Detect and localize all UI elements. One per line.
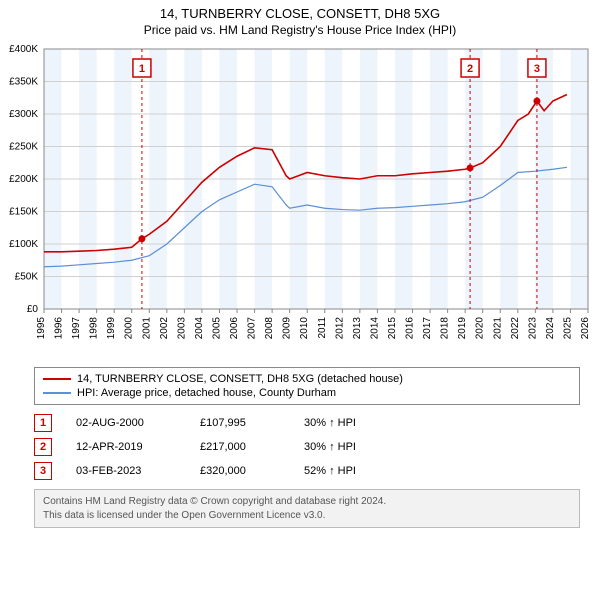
legend-item: HPI: Average price, detached house, Coun… — [43, 386, 571, 400]
svg-text:£300K: £300K — [9, 109, 38, 120]
svg-text:3: 3 — [534, 63, 540, 75]
svg-text:2010: 2010 — [299, 317, 310, 340]
page-subtitle: Price paid vs. HM Land Registry's House … — [0, 21, 600, 41]
legend: 14, TURNBERRY CLOSE, CONSETT, DH8 5XG (d… — [34, 367, 580, 405]
svg-text:2000: 2000 — [124, 317, 135, 340]
tx-note: 52% ↑ HPI — [304, 465, 356, 477]
table-row: 3 03-FEB-2023 £320,000 52% ↑ HPI — [34, 459, 580, 483]
svg-text:1998: 1998 — [89, 317, 100, 340]
svg-text:£50K: £50K — [15, 272, 39, 283]
svg-text:2013: 2013 — [352, 317, 363, 340]
tx-date: 02-AUG-2000 — [76, 417, 176, 429]
svg-text:2018: 2018 — [440, 317, 451, 340]
svg-text:2004: 2004 — [194, 317, 205, 340]
svg-text:2019: 2019 — [457, 317, 468, 340]
tx-index-box: 2 — [34, 438, 52, 456]
tx-index-box: 3 — [34, 462, 52, 480]
tx-price: £107,995 — [200, 417, 280, 429]
svg-text:£400K: £400K — [9, 44, 38, 55]
svg-text:2001: 2001 — [141, 317, 152, 340]
footer-attribution: Contains HM Land Registry data © Crown c… — [34, 489, 580, 528]
svg-text:2022: 2022 — [510, 317, 521, 340]
svg-text:2020: 2020 — [475, 317, 486, 340]
legend-label: 14, TURNBERRY CLOSE, CONSETT, DH8 5XG (d… — [77, 373, 403, 385]
svg-text:1997: 1997 — [71, 317, 82, 340]
svg-text:£0: £0 — [27, 304, 39, 315]
svg-text:£350K: £350K — [9, 77, 38, 88]
svg-text:2016: 2016 — [405, 317, 416, 340]
svg-text:2025: 2025 — [562, 317, 573, 340]
svg-text:£150K: £150K — [9, 207, 38, 218]
svg-text:2011: 2011 — [317, 317, 328, 339]
tx-index-box: 1 — [34, 414, 52, 432]
svg-text:2003: 2003 — [176, 317, 187, 340]
svg-text:1: 1 — [139, 63, 145, 75]
svg-text:2008: 2008 — [264, 317, 275, 340]
svg-text:2015: 2015 — [387, 317, 398, 340]
tx-note: 30% ↑ HPI — [304, 441, 356, 453]
svg-text:1995: 1995 — [36, 317, 47, 340]
svg-text:2024: 2024 — [545, 317, 556, 340]
footer-line: This data is licensed under the Open Gov… — [43, 509, 571, 523]
svg-text:1996: 1996 — [54, 317, 65, 340]
legend-swatch — [43, 392, 71, 394]
tx-date: 12-APR-2019 — [76, 441, 176, 453]
svg-text:1999: 1999 — [106, 317, 117, 340]
tx-date: 03-FEB-2023 — [76, 465, 176, 477]
svg-text:£100K: £100K — [9, 239, 38, 250]
price-chart: £0 £50K £100K £150K £200K £250K £300K £350K £400… — [0, 41, 600, 361]
svg-text:2017: 2017 — [422, 317, 433, 340]
table-row: 2 12-APR-2019 £217,000 30% ↑ HPI — [34, 435, 580, 459]
svg-text:2006: 2006 — [229, 317, 240, 340]
svg-text:2021: 2021 — [492, 317, 503, 340]
svg-text:2009: 2009 — [282, 317, 293, 340]
legend-item: 14, TURNBERRY CLOSE, CONSETT, DH8 5XG (d… — [43, 372, 571, 386]
svg-text:2007: 2007 — [247, 317, 258, 340]
tx-price: £217,000 — [200, 441, 280, 453]
tx-price: £320,000 — [200, 465, 280, 477]
footer-line: Contains HM Land Registry data © Crown c… — [43, 495, 571, 509]
svg-text:2012: 2012 — [334, 317, 345, 340]
tx-note: 30% ↑ HPI — [304, 417, 356, 429]
svg-text:2023: 2023 — [527, 317, 538, 340]
svg-text:£200K: £200K — [9, 174, 38, 185]
transaction-table: 1 02-AUG-2000 £107,995 30% ↑ HPI 2 12-AP… — [34, 411, 580, 483]
legend-label: HPI: Average price, detached house, Coun… — [77, 387, 336, 399]
svg-text:2014: 2014 — [369, 317, 380, 340]
page-title: 14, TURNBERRY CLOSE, CONSETT, DH8 5XG — [0, 0, 600, 21]
svg-text:2002: 2002 — [159, 317, 170, 340]
svg-text:2: 2 — [467, 63, 473, 75]
svg-text:2005: 2005 — [211, 317, 222, 340]
svg-text:£250K: £250K — [9, 142, 38, 153]
svg-text:2026: 2026 — [580, 317, 591, 340]
legend-swatch — [43, 378, 71, 380]
table-row: 1 02-AUG-2000 £107,995 30% ↑ HPI — [34, 411, 580, 435]
